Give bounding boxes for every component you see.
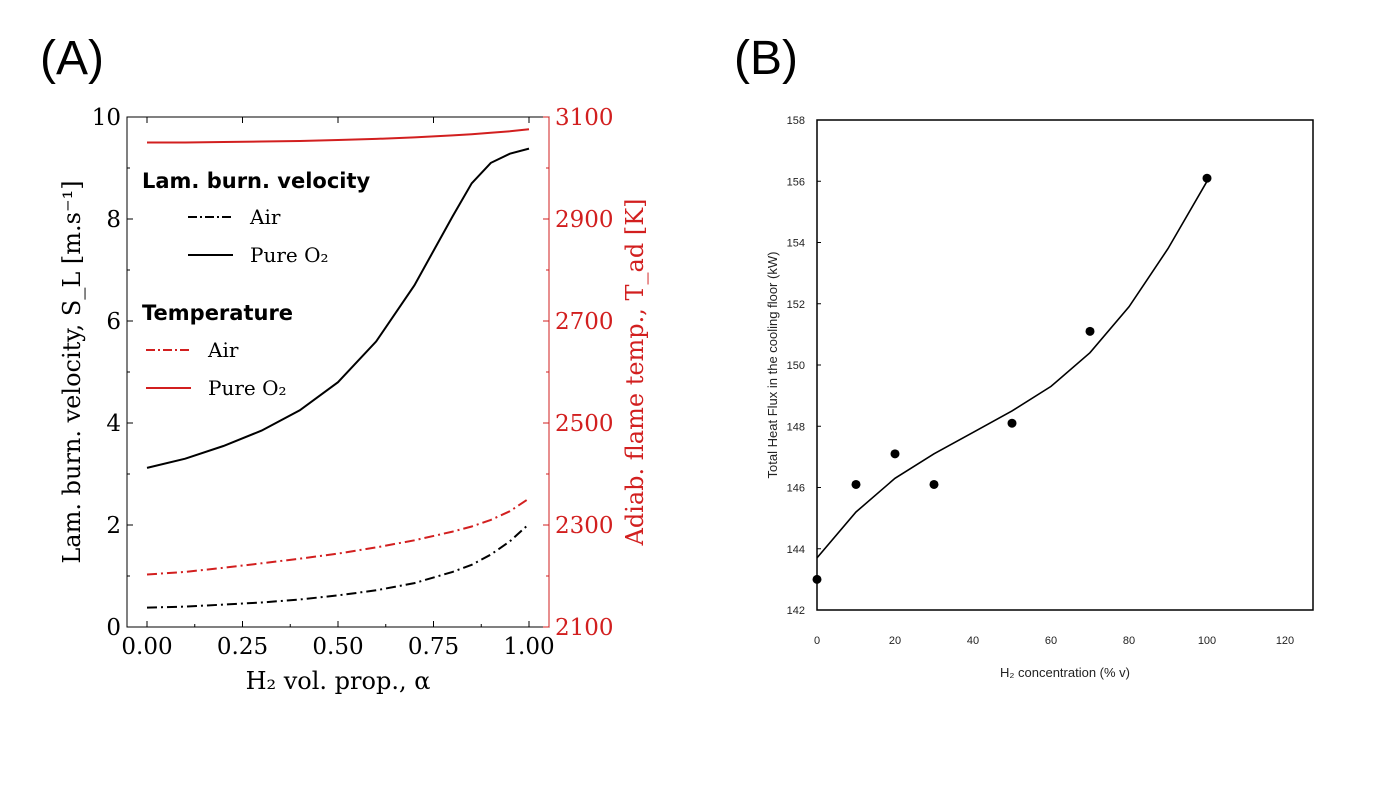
chart-a-left-tick-label: 4 (106, 411, 121, 437)
chart-a-right-tick-label: 2100 (555, 615, 614, 641)
chart-b-x-tick-label: 40 (967, 635, 979, 647)
chart-b-data-point (929, 479, 939, 489)
chart-a-x-tick-label: 0.50 (312, 634, 363, 660)
chart-a-x-tick-label: 0.00 (121, 634, 172, 660)
chart-b-x-tick-label: 120 (1276, 635, 1294, 647)
legend-label-temperature-air: Air (207, 338, 239, 362)
chart-a-right-tick-label: 2900 (555, 207, 614, 233)
chart-a-right-tick-label: 2700 (555, 309, 614, 335)
chart-a-series (146, 128, 530, 609)
chart-b-x-tick-label: 80 (1123, 635, 1135, 647)
chart-b-data-point (890, 449, 900, 459)
chart-b-y-tick-label: 154 (787, 238, 805, 250)
chart-a-line-velocity-air (146, 523, 530, 609)
chart-a-left-tick-label: 0 (106, 615, 121, 641)
chart-b-y-tick-label: 146 (787, 483, 805, 495)
chart-a-line-temperature-air (146, 497, 530, 576)
legend-label-temperature-o2: Pure O₂ (208, 376, 287, 400)
chart-b-y-tick-label: 148 (787, 421, 805, 433)
chart-a-line-velocity-pure-o2 (146, 147, 530, 469)
chart-b: 0 20 40 60 80 100 120 142 144 146 148 150 152 154 156 1… (765, 115, 1314, 680)
chart-b-ticks: 0 20 40 60 80 100 120 142 144 146 148 150 152 154 156 1… (787, 115, 1295, 647)
chart-b-x-tick-label: 60 (1045, 635, 1057, 647)
chart-a-ticks: 0.00 0.25 0.50 0.75 1.00 0 2 4 6 8 10 2100 2300 2500 2… (92, 105, 614, 660)
legend-group-velocity-title: Lam. burn. velocity (142, 169, 371, 193)
chart-b-data-point (851, 479, 861, 489)
chart-b-series (812, 173, 1212, 584)
chart-b-data-point (1202, 173, 1212, 183)
panel-b-label: (B) (734, 32, 798, 85)
chart-b-x-tick-label: 20 (889, 635, 901, 647)
chart-b-data-point (812, 574, 822, 584)
legend-group-temperature-title: Temperature (142, 301, 293, 325)
chart-a-x-axis-label: H₂ vol. prop., α (246, 667, 431, 695)
chart-a-left-axis-label: Lam. burn. velocity, S_L [m.s⁻¹] (58, 180, 86, 563)
chart-a-legend: Lam. burn. velocity Air Pure O₂ Temperat… (142, 169, 371, 400)
chart-a-left-tick-label: 2 (106, 513, 121, 539)
legend-label-velocity-air: Air (249, 205, 281, 229)
chart-b-y-tick-label: 150 (787, 360, 805, 372)
chart-a: 0.00 0.25 0.50 0.75 1.00 0 2 4 6 8 10 2100 2300 2500 2… (58, 105, 649, 695)
chart-b-y-tick-label: 142 (787, 605, 805, 617)
chart-a-x-tick-label: 0.75 (408, 634, 459, 660)
chart-a-left-tick-label: 6 (106, 309, 121, 335)
chart-b-y-tick-label: 144 (787, 544, 805, 556)
chart-b-x-axis-label: H₂ concentration (% v) (1000, 665, 1130, 680)
chart-a-x-tick-label: 1.00 (503, 634, 554, 660)
chart-b-x-tick-label: 100 (1198, 635, 1216, 647)
chart-a-left-tick-label: 10 (92, 105, 121, 131)
chart-a-right-tick-label: 3100 (555, 105, 614, 131)
chart-a-plot-frame (126, 116, 550, 628)
chart-b-data-point (1007, 418, 1017, 428)
chart-a-right-tick-label: 2500 (555, 411, 614, 437)
chart-a-right-axis-label: Adiab. flame temp., T_ad [K] (621, 198, 649, 546)
chart-a-left-tick-label: 8 (106, 207, 121, 233)
chart-a-x-tick-label: 0.25 (217, 634, 268, 660)
chart-b-data-point (1085, 326, 1095, 336)
chart-b-y-tick-label: 156 (787, 176, 805, 188)
panel-a-label: (A) (40, 32, 104, 85)
chart-b-trend-line (816, 180, 1208, 559)
chart-a-line-temperature-pure-o2 (147, 128, 530, 144)
chart-b-y-tick-label: 158 (787, 115, 805, 127)
legend-label-velocity-o2: Pure O₂ (250, 243, 329, 267)
chart-b-plot-frame (816, 119, 1314, 611)
chart-b-y-axis-label: Total Heat Flux in the cooling floor (kW… (765, 252, 780, 479)
chart-a-right-tick-label: 2300 (555, 513, 614, 539)
chart-b-x-tick-label: 0 (814, 635, 820, 647)
chart-b-y-tick-label: 152 (787, 299, 805, 311)
